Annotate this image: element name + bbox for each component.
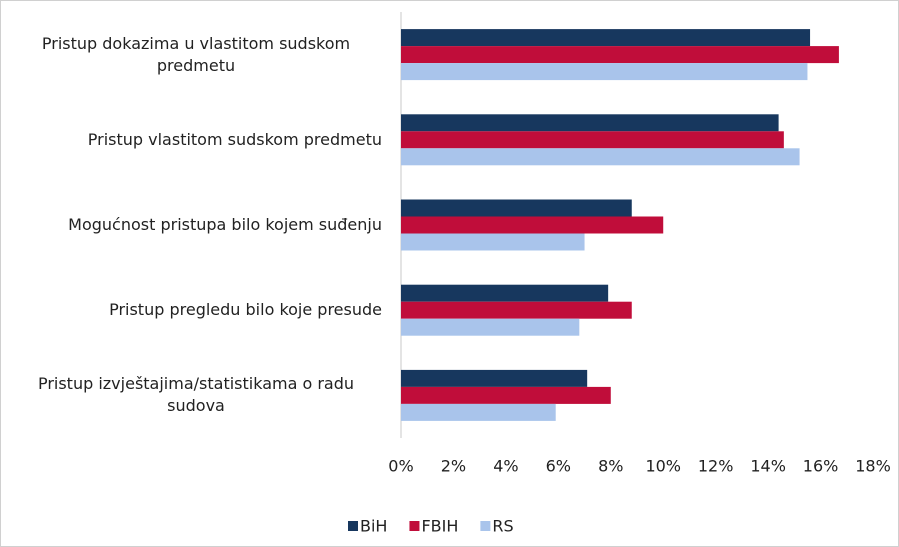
legend-swatch — [348, 521, 358, 531]
x-tick-label: 18% — [855, 457, 891, 476]
x-tick-label: 8% — [598, 457, 623, 476]
bar — [401, 403, 556, 421]
bar — [401, 199, 632, 217]
bar — [401, 131, 784, 149]
x-tick-label: 4% — [493, 457, 518, 476]
bar — [401, 148, 800, 166]
bar — [401, 114, 779, 132]
legend-label: BiH — [360, 517, 387, 536]
legend-swatch — [480, 521, 491, 531]
y-tick-label: Pristup izvještajima/statistikama o radu… — [37, 374, 355, 416]
y-tick-label: Pristup pregledu bilo koje presude — [109, 300, 382, 320]
category-label-box: Pristup pregledu bilo koje presude — [10, 299, 382, 321]
legend-swatch — [409, 521, 420, 531]
x-tick-label: 6% — [546, 457, 571, 476]
category-label-box: Pristup dokazima u vlastitom sudskom pre… — [10, 33, 382, 77]
bar — [401, 46, 839, 64]
x-tick-label: 2% — [441, 457, 466, 476]
bar — [401, 318, 580, 336]
legend-label: RS — [492, 517, 513, 536]
category-label-box: Pristup vlastitom sudskom predmetu — [10, 129, 382, 151]
x-tick-label: 14% — [750, 457, 786, 476]
bar — [401, 301, 632, 319]
x-tick-label: 0% — [388, 457, 413, 476]
bar — [401, 386, 611, 404]
category-label-box: Mogućnost pristupa bilo kojem suđenju — [10, 214, 382, 236]
x-tick-label: 12% — [698, 457, 734, 476]
legend-label: FBIH — [421, 517, 458, 536]
x-tick-label: 10% — [645, 457, 681, 476]
bar — [401, 284, 609, 302]
y-tick-label: Pristup dokazima u vlastitom sudskom pre… — [41, 33, 351, 75]
bar — [401, 63, 808, 81]
bar — [401, 216, 664, 234]
y-tick-label: Mogućnost pristupa bilo kojem suđenju — [68, 215, 382, 234]
y-tick-label: Pristup vlastitom sudskom predmetu — [87, 129, 382, 149]
bar — [401, 29, 811, 47]
bar — [401, 369, 588, 387]
bar — [401, 233, 585, 251]
category-label-box: Pristup izvještajima/statistikama o radu… — [10, 373, 382, 417]
x-tick-label: 16% — [803, 457, 839, 476]
